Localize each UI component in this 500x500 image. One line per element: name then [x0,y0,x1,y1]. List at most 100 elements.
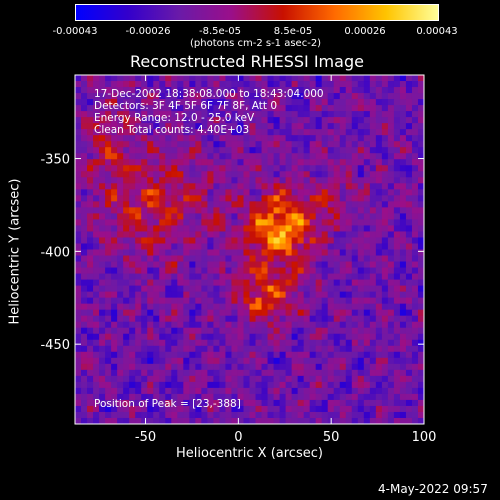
heatmap-cell [303,315,311,323]
heatmap-cell [165,303,172,311]
heatmap-cell [387,201,395,208]
heatmap-cell [273,177,281,184]
heatmap-cell [297,405,305,413]
heatmap-cell [87,249,94,257]
heatmap-cell [237,135,244,142]
heatmap-cell [207,111,214,118]
heatmap-cell [201,291,208,299]
heatmap-cell [357,171,365,178]
heatmap-cell [315,393,323,401]
heatmap-cell [387,213,395,220]
heatmap-cell [105,315,112,323]
heatmap-cell [333,135,341,142]
heatmap-cell [291,177,299,184]
heatmap-cell [327,411,335,419]
heatmap-cell [273,351,281,359]
heatmap-cell [285,333,293,341]
heatmap-cell [279,189,287,196]
heatmap-cell [399,207,407,214]
heatmap-cell [279,387,287,395]
heatmap-cell [135,93,142,100]
heatmap-cell [417,165,425,172]
heatmap-cell [177,111,184,118]
heatmap-cell [351,333,359,341]
heatmap-cell [315,303,323,311]
heatmap-cell [75,147,82,154]
heatmap-cell [111,321,118,329]
heatmap-cell [183,339,190,347]
heatmap-cell [219,369,226,377]
heatmap-cell [387,183,395,190]
heatmap-cell [111,105,118,112]
heatmap-cell [111,357,118,365]
heatmap-cell [333,273,341,281]
heatmap-cell [369,339,377,347]
heatmap-cell [123,375,130,383]
heatmap-cell [99,237,106,244]
heatmap-cell [105,141,112,148]
heatmap-cell [201,327,208,335]
heatmap-cell [393,213,401,220]
heatmap-cell [387,165,395,172]
heatmap-cell [273,117,281,124]
heatmap-cell [231,81,238,88]
heatmap-cell [81,195,88,202]
heatmap-cell [213,117,220,124]
heatmap-cell [261,285,269,293]
y-tick-label: -350 [40,153,70,168]
heatmap-cell [273,369,281,377]
heatmap-cell [123,393,130,401]
heatmap-cell [81,393,88,401]
heatmap-cell [273,213,281,220]
heatmap-cell [357,321,365,329]
heatmap-cell [159,261,166,269]
heatmap-cell [249,147,257,154]
heatmap-cell [159,153,166,160]
heatmap-cell [339,297,347,305]
heatmap-cell [261,231,269,238]
heatmap-cell [147,381,154,389]
heatmap-cell [363,165,371,172]
heatmap-cell [387,231,395,238]
heatmap-cell [273,375,281,383]
heatmap-cell [177,219,184,226]
heatmap-cell [339,231,347,238]
heatmap-cell [99,297,106,305]
heatmap-cell [285,417,293,425]
heatmap-cell [99,195,106,202]
heatmap-cell [99,273,106,281]
heatmap-cell [105,225,112,232]
heatmap-cell [123,87,130,94]
heatmap-cell [177,195,184,202]
heatmap-cell [237,153,244,160]
heatmap-cell [111,195,118,202]
heatmap-cell [363,381,371,389]
heatmap-cell [93,75,100,82]
heatmap-cell [399,105,407,112]
heatmap-cell [357,147,365,154]
heatmap-cell [333,189,341,196]
heatmap-cell [207,201,214,208]
heatmap-cell [93,369,100,377]
heatmap-cell [273,87,281,94]
heatmap-cell [123,309,130,317]
heatmap-cell [363,405,371,413]
heatmap-cell [129,93,136,100]
heatmap-cell [297,399,305,407]
heatmap-cell [405,315,413,323]
heatmap-cell [105,183,112,190]
heatmap-cell [153,261,160,269]
heatmap-cell [405,291,413,299]
heatmap-cell [405,219,413,226]
heatmap-cell [351,111,359,118]
heatmap-cell [375,213,383,220]
heatmap-cell [171,279,178,287]
heatmap-cell [177,417,184,425]
heatmap-cell [105,309,112,317]
heatmap-cell [363,207,371,214]
heatmap-cell [147,291,154,299]
heatmap-cell [405,249,413,257]
heatmap-cell [393,219,401,226]
heatmap-cell [375,291,383,299]
heatmap-cell [165,249,172,257]
